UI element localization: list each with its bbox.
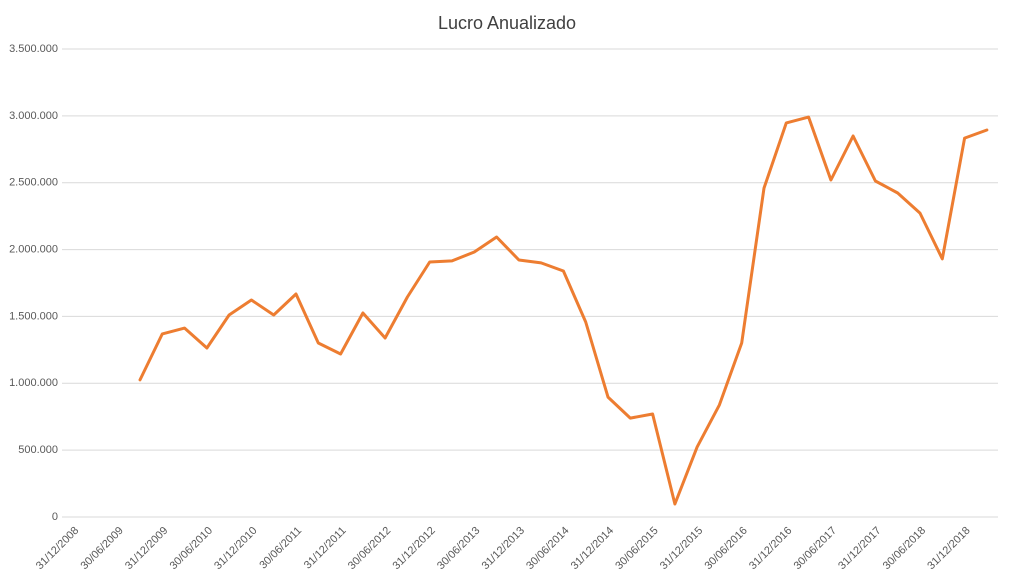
x-tick-label: 30/06/2016 [702,525,749,572]
y-tick-label: 1.500.000 [9,310,58,322]
x-tick-label: 30/06/2017 [792,525,839,572]
x-tick-label: 31/12/2014 [569,525,616,572]
y-tick-label: 1.000.000 [9,377,58,389]
x-tick-label: 31/12/2012 [390,525,437,572]
y-tick-label: 2.000.000 [9,243,58,255]
y-tick-label: 2.500.000 [9,177,58,189]
line-series [138,115,989,506]
y-tick-label: 0 [52,511,58,523]
x-tick-label: 31/12/2013 [480,525,527,572]
x-tick-label: 31/12/2016 [747,525,794,572]
x-tick-label: 31/12/2010 [212,525,259,572]
x-tick-label: 30/06/2011 [257,525,304,572]
x-tick-label: 30/06/2013 [435,525,482,572]
x-tick-label: 30/06/2018 [881,525,928,572]
x-tick-label: 30/06/2012 [346,525,393,572]
x-tick-label: 31/12/2017 [836,525,883,572]
x-tick-label: 31/12/2011 [302,525,349,572]
x-tick-label: 30/06/2009 [78,525,125,572]
x-tick-label: 31/12/2018 [925,525,972,572]
x-tick-label: 31/12/2009 [123,525,170,572]
x-tick-label: 30/06/2010 [168,525,215,572]
chart-title: Lucro Anualizado [438,13,576,33]
x-tick-label: 30/06/2014 [524,525,571,572]
y-tick-label: 3.000.000 [9,110,58,122]
x-tick-label: 31/12/2008 [34,525,81,572]
x-tick-label: 30/06/2015 [613,525,660,572]
x-tick-label: 31/12/2015 [658,525,705,572]
y-tick-label: 500.000 [18,444,58,456]
y-tick-label: 3.500.000 [9,43,58,55]
